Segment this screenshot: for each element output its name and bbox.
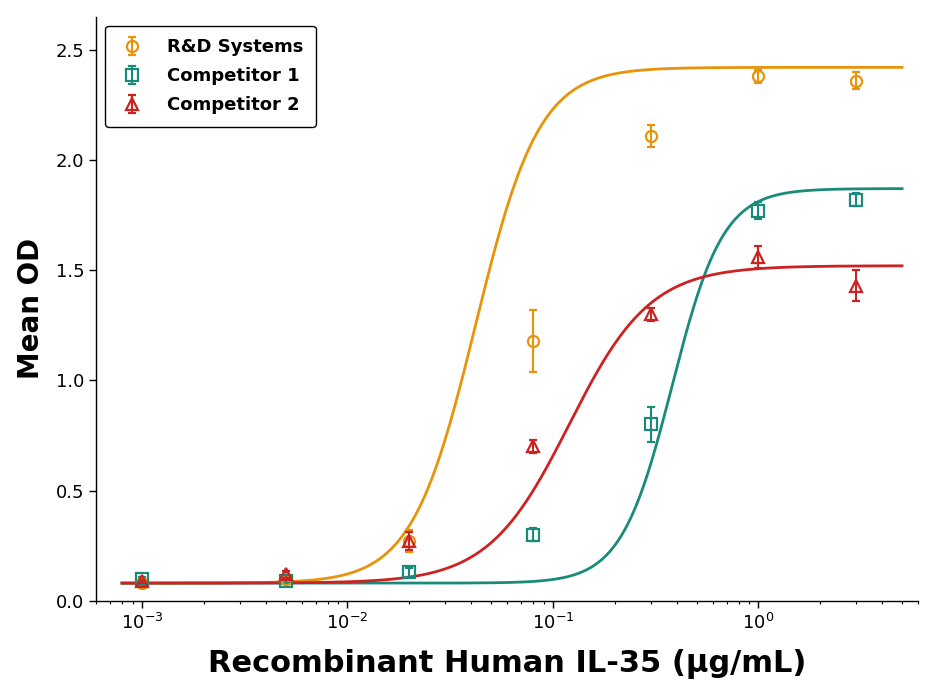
Legend: R&D Systems, Competitor 1, Competitor 2: R&D Systems, Competitor 1, Competitor 2: [106, 26, 316, 127]
X-axis label: Recombinant Human IL-35 (μg/mL): Recombinant Human IL-35 (μg/mL): [209, 649, 807, 679]
Y-axis label: Mean OD: Mean OD: [17, 238, 45, 379]
